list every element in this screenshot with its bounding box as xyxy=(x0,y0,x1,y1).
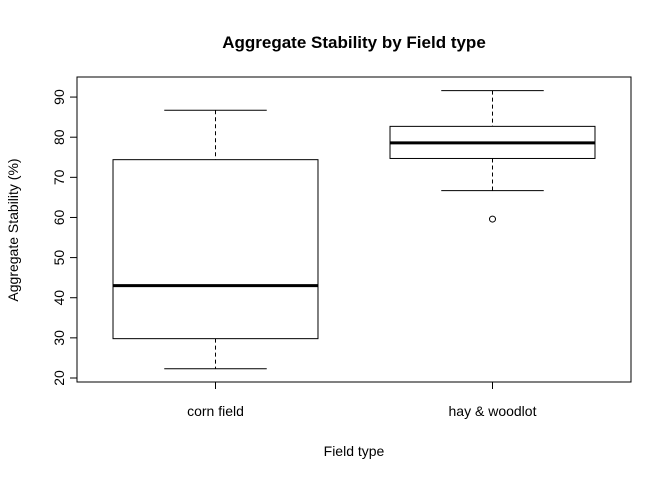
y-tick-label: 90 xyxy=(51,89,67,105)
y-tick-label: 40 xyxy=(51,290,67,306)
box-1 xyxy=(389,90,596,223)
x-tick-label: hay & woodlot xyxy=(449,403,537,419)
y-axis-label: Aggregate Stability (%) xyxy=(5,158,21,301)
x-tick-label: corn field xyxy=(187,403,244,419)
y-tick-label: 30 xyxy=(51,330,67,346)
y-axis: 20 30 40 50 60 70 80 90 xyxy=(51,89,78,386)
y-tick-label: 20 xyxy=(51,370,67,386)
outlier-point xyxy=(489,215,496,223)
x-axis-label: Field type xyxy=(324,443,385,459)
box-0 xyxy=(112,109,319,370)
y-tick-label: 80 xyxy=(51,129,67,145)
y-tick-label: 60 xyxy=(51,209,67,225)
y-tick-label: 50 xyxy=(51,250,67,266)
chart-title: Aggregate Stability by Field type xyxy=(222,33,486,52)
y-tick-label: 70 xyxy=(51,169,67,185)
x-axis: corn field hay & woodlot xyxy=(187,381,537,419)
box-group xyxy=(112,90,596,370)
iqr-box xyxy=(112,159,319,340)
